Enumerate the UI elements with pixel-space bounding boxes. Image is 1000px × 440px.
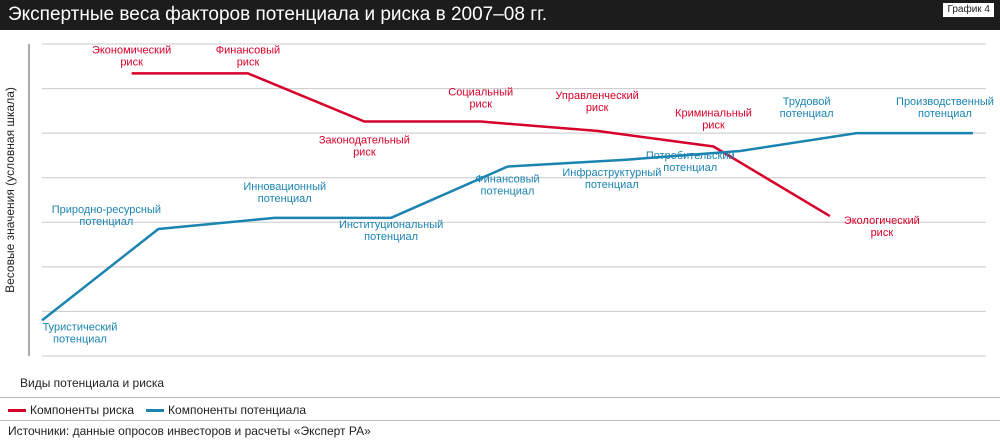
legend-label-potential: Компоненты потенциала — [168, 403, 307, 417]
y-axis-label: Весовые значения (условная шкала) — [3, 87, 17, 293]
chart-title: Экспертные веса факторов потенциала и ри… — [8, 4, 548, 25]
chart-plot: Экономический риск Финансовый риск Законодат… — [28, 43, 994, 357]
x-axis-label: Виды потенциала и риска — [20, 376, 165, 390]
legend-item-risk: Компоненты риска — [8, 403, 134, 417]
legend-divider-bottom — [0, 420, 1000, 421]
risk-point-label: Социальный риск — [448, 87, 513, 111]
grid-lines — [42, 43, 986, 357]
legend-divider-top — [0, 397, 1000, 398]
potential-series-line — [41, 131, 973, 322]
potential-point-label: Инфраструктурный потенциал — [562, 167, 661, 191]
source-note: Источники: данные опросов инвесторов и р… — [8, 424, 371, 438]
legend-swatch-risk — [8, 408, 26, 412]
series-lines — [41, 72, 973, 322]
risk-point-label: Криминальный риск — [675, 108, 752, 132]
legend-label-risk: Компоненты риска — [30, 403, 135, 417]
legend-item-potential: Компоненты потенциала — [146, 403, 306, 417]
potential-point-label: Туристический потенциал — [43, 321, 118, 345]
risk-series-line — [131, 72, 831, 218]
potential-point-label: Финансовый потенциал — [475, 174, 539, 198]
point-labels: Экономический риск Финансовый риск Законодат… — [43, 44, 994, 345]
potential-point-label: Институциональный потенциал — [339, 219, 443, 243]
potential-point-label: Инновационный потенциал — [243, 181, 326, 205]
risk-point-label: Управленческий риск — [555, 90, 638, 114]
potential-point-label: Потребительский потенциал — [646, 150, 735, 174]
legend-swatch-potential — [146, 408, 165, 412]
risk-point-label: Экологический риск — [844, 215, 920, 239]
risk-point-label: Экономический риск — [92, 44, 171, 68]
chart-header: Экспертные веса факторов потенциала и ри… — [0, 0, 1000, 30]
potential-point-label: Природно-ресурсный потенциал — [52, 204, 161, 228]
potential-point-label: Производственный потенциал — [896, 96, 994, 120]
chart-number-badge: График 4 — [943, 3, 994, 17]
potential-point-label: Трудовой потенциал — [780, 96, 834, 120]
risk-point-label: Финансовый риск — [216, 44, 280, 68]
legend: Компоненты риска Компоненты потенциала — [8, 403, 318, 417]
risk-point-label: Законодательный риск — [319, 135, 410, 159]
